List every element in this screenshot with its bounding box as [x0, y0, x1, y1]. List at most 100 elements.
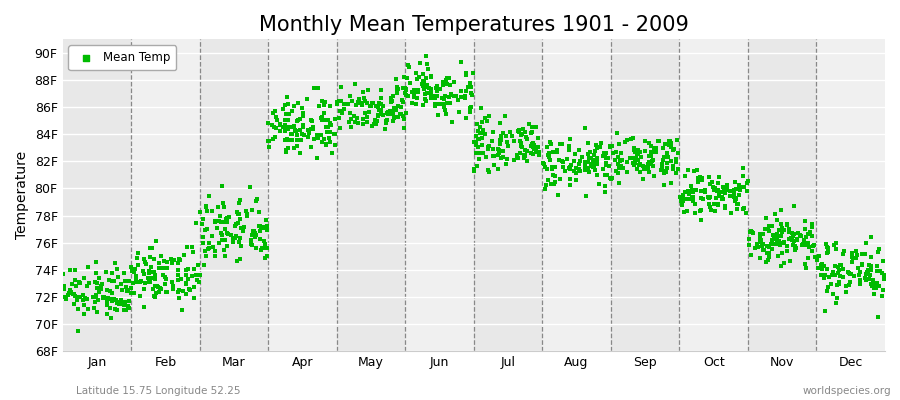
Point	[597, 151, 611, 158]
Point	[73, 294, 87, 300]
Point	[757, 226, 771, 232]
Point	[727, 178, 742, 185]
Point	[519, 158, 534, 164]
Point	[688, 210, 702, 216]
Point	[136, 268, 150, 275]
Point	[443, 82, 457, 88]
Point	[314, 132, 328, 138]
Point	[797, 226, 812, 232]
Point	[833, 262, 848, 269]
Point	[76, 302, 91, 308]
Point	[812, 253, 826, 259]
Point	[555, 141, 570, 148]
Point	[421, 66, 436, 72]
Point	[350, 114, 365, 121]
Point	[407, 94, 421, 100]
Point	[651, 138, 665, 144]
Point	[754, 237, 769, 244]
Point	[736, 165, 751, 171]
Point	[626, 155, 641, 161]
Point	[525, 128, 539, 135]
Point	[147, 256, 161, 262]
Point	[678, 196, 692, 202]
Point	[278, 102, 293, 108]
Point	[590, 154, 605, 161]
Point	[604, 176, 618, 182]
Point	[764, 241, 778, 248]
Point	[351, 119, 365, 126]
Point	[867, 284, 881, 291]
Point	[295, 130, 310, 137]
Point	[469, 133, 483, 139]
Point	[685, 194, 699, 200]
Point	[334, 84, 348, 91]
Point	[127, 269, 141, 275]
Point	[572, 161, 587, 167]
Point	[317, 110, 331, 116]
Point	[351, 98, 365, 105]
Point	[306, 124, 320, 130]
Point	[864, 267, 878, 274]
Point	[233, 256, 248, 262]
Point	[124, 264, 139, 270]
Point	[265, 121, 279, 128]
Point	[751, 244, 765, 250]
Point	[109, 297, 123, 303]
Point	[759, 259, 773, 266]
Point	[869, 280, 884, 286]
Point	[786, 242, 800, 248]
Point	[459, 70, 473, 76]
Point	[108, 306, 122, 312]
Point	[370, 118, 384, 124]
Point	[398, 84, 412, 91]
Point	[825, 291, 840, 298]
Point	[285, 108, 300, 114]
Point	[68, 277, 82, 283]
Point	[660, 150, 674, 156]
Point	[538, 164, 553, 170]
Point	[457, 95, 472, 102]
Point	[718, 187, 733, 194]
Point	[487, 152, 501, 159]
Point	[292, 116, 307, 122]
Point	[644, 160, 659, 167]
Point	[525, 141, 539, 148]
Point	[753, 255, 768, 262]
Point	[492, 150, 507, 156]
Point	[373, 100, 387, 107]
Point	[512, 149, 526, 156]
Point	[273, 128, 287, 135]
Point	[550, 149, 564, 156]
Point	[425, 94, 439, 101]
Point	[144, 245, 158, 252]
Point	[669, 156, 683, 162]
Point	[118, 278, 132, 284]
Point	[473, 130, 488, 136]
Point	[599, 155, 614, 161]
Point	[578, 125, 592, 131]
Point	[860, 276, 874, 283]
Point	[439, 111, 454, 118]
Bar	[337, 39, 405, 351]
Point	[855, 260, 869, 267]
Point	[580, 159, 595, 165]
Point	[760, 226, 775, 232]
Point	[122, 277, 136, 284]
Point	[356, 116, 371, 122]
Point	[642, 158, 656, 165]
Point	[703, 181, 717, 187]
Point	[410, 76, 424, 82]
Point	[544, 141, 558, 147]
Point	[743, 228, 758, 234]
Point	[67, 301, 81, 307]
Point	[348, 80, 363, 87]
Point	[260, 222, 274, 229]
Point	[822, 274, 836, 280]
Point	[63, 287, 77, 293]
Point	[536, 161, 551, 168]
Point	[756, 247, 770, 253]
Point	[802, 244, 816, 251]
Point	[266, 124, 281, 130]
Point	[641, 162, 655, 168]
Point	[805, 233, 819, 240]
